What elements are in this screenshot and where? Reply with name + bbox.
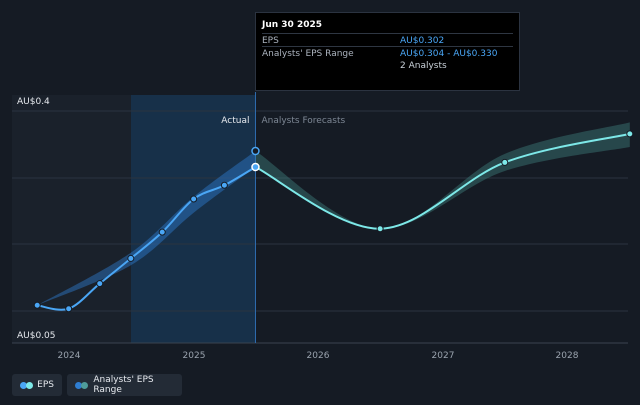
eps-actual-point [190, 195, 198, 203]
tooltip-key: Analysts' EPS Range [262, 49, 354, 59]
eps-actual-point [96, 280, 104, 288]
eps-actual-point [127, 254, 135, 262]
tooltip-value: AU$0.304 - AU$0.330 [400, 49, 498, 59]
eps-actual-point [158, 228, 166, 236]
x-tick-label: 2024 [58, 351, 81, 361]
tooltip-value: 2 Analysts [400, 61, 447, 71]
x-tick-label: 2027 [432, 351, 455, 361]
x-tick-label: 2026 [307, 351, 330, 361]
tooltip: Jun 30 2025 EPS AU$0.302 Analysts' EPS R… [255, 12, 520, 91]
tooltip-row-analysts: 2 Analysts [262, 59, 513, 73]
tooltip-row-range: Analysts' EPS Range AU$0.304 - AU$0.330 [262, 46, 513, 61]
actual-region-label: Actual [221, 116, 249, 126]
x-tick-label: 2028 [556, 351, 579, 361]
eps-forecast-point [376, 225, 384, 233]
eps-actual-point [65, 305, 73, 313]
eps-forecast-line [255, 132, 631, 230]
eps-hover-marker [251, 162, 260, 172]
eps-forecast-point [501, 158, 509, 166]
tooltip-value: AU$0.302 [400, 36, 445, 46]
range-high-marker [251, 146, 260, 156]
tooltip-row-eps: EPS AU$0.302 [262, 33, 513, 48]
actual-period-shade [131, 95, 256, 343]
legend-item-range[interactable]: Analysts' EPS Range [67, 374, 182, 396]
eps-actual-point [220, 181, 228, 189]
tooltip-title: Jun 30 2025 [262, 20, 323, 30]
eps-swatch-icon [20, 381, 33, 389]
y-axis-label-top: AU$0.4 [17, 97, 50, 107]
tooltip-key: EPS [262, 36, 279, 46]
range-swatch-icon [75, 381, 88, 389]
eps-forecast-point [626, 130, 634, 138]
eps-actual-point [33, 301, 41, 309]
forecast-region-label: Analysts Forecasts [261, 116, 345, 126]
x-tick-label: 2025 [183, 351, 206, 361]
legend-label: EPS [37, 380, 54, 390]
past-shade [12, 95, 131, 343]
legend-item-eps[interactable]: EPS [12, 374, 62, 396]
eps-range-band-forecast [255, 122, 630, 229]
y-axis-label-bottom: AU$0.05 [17, 331, 56, 341]
legend-label: Analysts' EPS Range [93, 375, 154, 395]
